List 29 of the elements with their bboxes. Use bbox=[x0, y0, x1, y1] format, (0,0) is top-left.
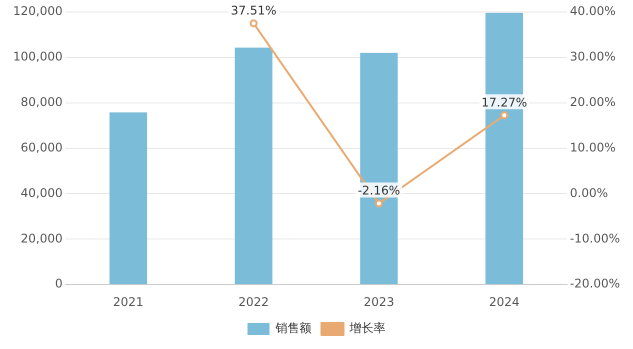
data-label: 17.27% bbox=[481, 95, 528, 110]
data-label: 37.51% bbox=[230, 3, 276, 18]
legend-label: 增长率 bbox=[348, 321, 386, 336]
bar bbox=[234, 48, 272, 284]
bar bbox=[109, 112, 148, 284]
point bbox=[374, 200, 383, 208]
y-tick-label: 120,000 bbox=[13, 4, 63, 18]
point bbox=[500, 111, 508, 120]
y-tick-label: 40,000 bbox=[20, 186, 63, 200]
y2-tick-label: -10.00% bbox=[570, 231, 620, 246]
y-tick-label: 0 bbox=[54, 276, 63, 291]
y-tick-label: 100,000 bbox=[13, 50, 63, 64]
y2-tick-label: 30.00% bbox=[570, 50, 616, 64]
x-tick-label: 2021 bbox=[113, 294, 144, 309]
y2-tick-label: 20.00% bbox=[570, 94, 616, 109]
y-tick-label: 20,000 bbox=[20, 231, 63, 246]
y-tick-label: 80,000 bbox=[20, 94, 63, 109]
x-tick-label: 2022 bbox=[238, 294, 269, 309]
bar bbox=[360, 52, 398, 284]
x-tick-label: 2024 bbox=[488, 294, 520, 309]
y2-tick-label: 40.00% bbox=[570, 4, 616, 18]
y2-tick-label: 10.00% bbox=[570, 140, 616, 154]
data-label: -2.16% bbox=[358, 184, 400, 198]
y2-tick-label: 0.00% bbox=[570, 186, 608, 200]
y-tick-label: 60,000 bbox=[20, 140, 63, 154]
x-tick-label: 2023 bbox=[364, 294, 394, 309]
legend-label: 销售额 bbox=[274, 321, 312, 336]
point bbox=[250, 19, 258, 28]
y2-tick-label: -20.00% bbox=[570, 276, 620, 291]
